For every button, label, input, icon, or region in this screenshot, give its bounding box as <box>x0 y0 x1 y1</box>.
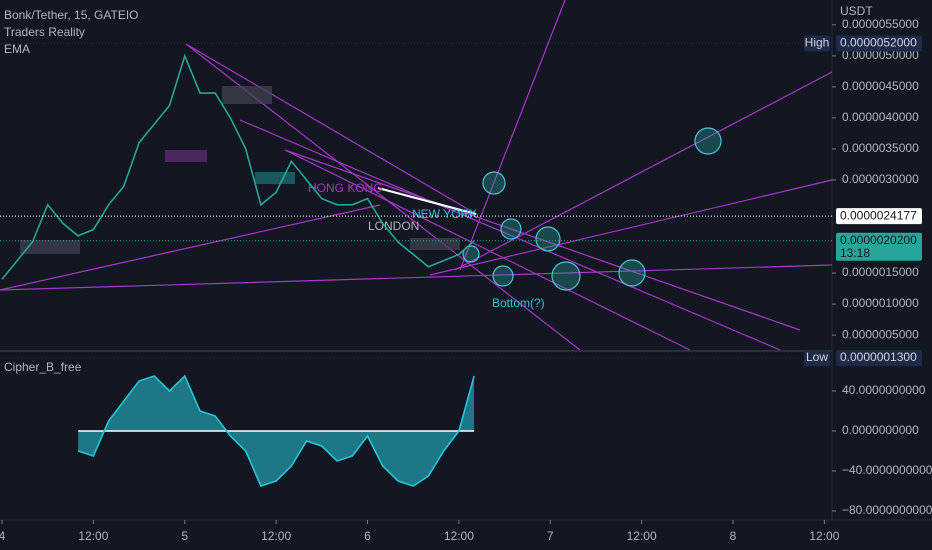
x-tick-label: 4 <box>0 529 6 543</box>
x-tick-label: 12:00 <box>444 529 474 543</box>
trend-line <box>284 149 691 351</box>
y-tick-label: 0.0000035000 <box>842 141 919 155</box>
marker-circle <box>618 259 646 287</box>
marker-circle <box>535 226 561 252</box>
indicator-label: EMA <box>4 42 30 56</box>
symbol-title: Bonk/Tether, 15, GATEIO <box>4 8 139 22</box>
session-label: NEW YORK <box>412 207 477 221</box>
trend-line <box>0 264 833 291</box>
marker-circle <box>694 127 722 155</box>
low-label: 0.0000001300 <box>840 350 917 364</box>
high-name: High <box>805 36 830 50</box>
session-box <box>165 150 207 162</box>
currency-label: USDT <box>840 4 873 18</box>
countdown: 13:18 <box>840 246 870 260</box>
wave-line <box>77 374 475 487</box>
y-tick-label: 0.0000030000 <box>842 172 919 186</box>
indicator-label: Traders Reality <box>4 25 85 39</box>
y-tick-label: 0.0000040000 <box>842 110 919 124</box>
x-tick-label: 7 <box>547 529 554 543</box>
ema-badge <box>836 208 922 225</box>
trend-line <box>284 149 801 331</box>
x-tick-label: 12:00 <box>261 529 291 543</box>
marker-circle <box>482 171 506 195</box>
circles <box>462 127 722 291</box>
trend-line <box>239 119 781 351</box>
y-tick-label: −40.0000000000 <box>842 463 932 477</box>
marker-circle <box>492 265 514 287</box>
session-box <box>410 238 460 250</box>
trend-line <box>459 0 566 271</box>
y-tick-label: 0.0000010000 <box>842 296 919 310</box>
low-name-badge <box>804 350 830 367</box>
y-tick-label: 0.0000045000 <box>842 79 919 93</box>
session-label: HONG KONG <box>308 181 383 195</box>
marker-circle <box>462 245 480 263</box>
y-tick-label: 0.0000015000 <box>842 265 919 279</box>
y-tick-label: 0.0000050000 <box>842 48 919 62</box>
high-badge <box>836 35 922 52</box>
y-tick-label: 0.0000005000 <box>842 327 919 341</box>
session-box <box>222 86 272 104</box>
x-tick-label: 5 <box>181 529 188 543</box>
x-tick-label: 12:00 <box>809 529 839 543</box>
y-tick-label: 40.0000000000 <box>842 383 926 397</box>
annotation: Bottom(?) <box>492 296 545 310</box>
last-label: 0.0000020200 <box>840 233 917 247</box>
y-tick-label: 0.0000000000 <box>842 423 919 437</box>
trend-line <box>0 204 381 291</box>
ema-label: 0.0000024177 <box>840 208 917 222</box>
high-label: 0.0000052000 <box>840 36 917 50</box>
marker-circle <box>500 218 522 240</box>
x-tick-label: 8 <box>730 529 737 543</box>
y-tick-label: 0.0000055000 <box>842 17 919 31</box>
low-badge <box>836 350 922 367</box>
high-name-badge <box>804 35 830 52</box>
trend-line <box>429 179 833 276</box>
session-box <box>255 172 295 184</box>
session-label: LONDON <box>368 219 419 233</box>
marker-circle <box>551 261 581 291</box>
last-badge <box>836 232 922 261</box>
pane-title: Cipher_B_free <box>4 360 82 374</box>
price-line <box>1 53 475 280</box>
low-name: Low <box>806 350 828 364</box>
x-tick-label: 12:00 <box>627 529 657 543</box>
trend-line <box>185 43 479 216</box>
y-tick-label: −80.0000000000 <box>842 503 932 517</box>
x-tick-label: 6 <box>364 529 371 543</box>
session-box <box>20 240 80 254</box>
ema-segment <box>377 187 477 215</box>
x-tick-label: 12:00 <box>78 529 108 543</box>
